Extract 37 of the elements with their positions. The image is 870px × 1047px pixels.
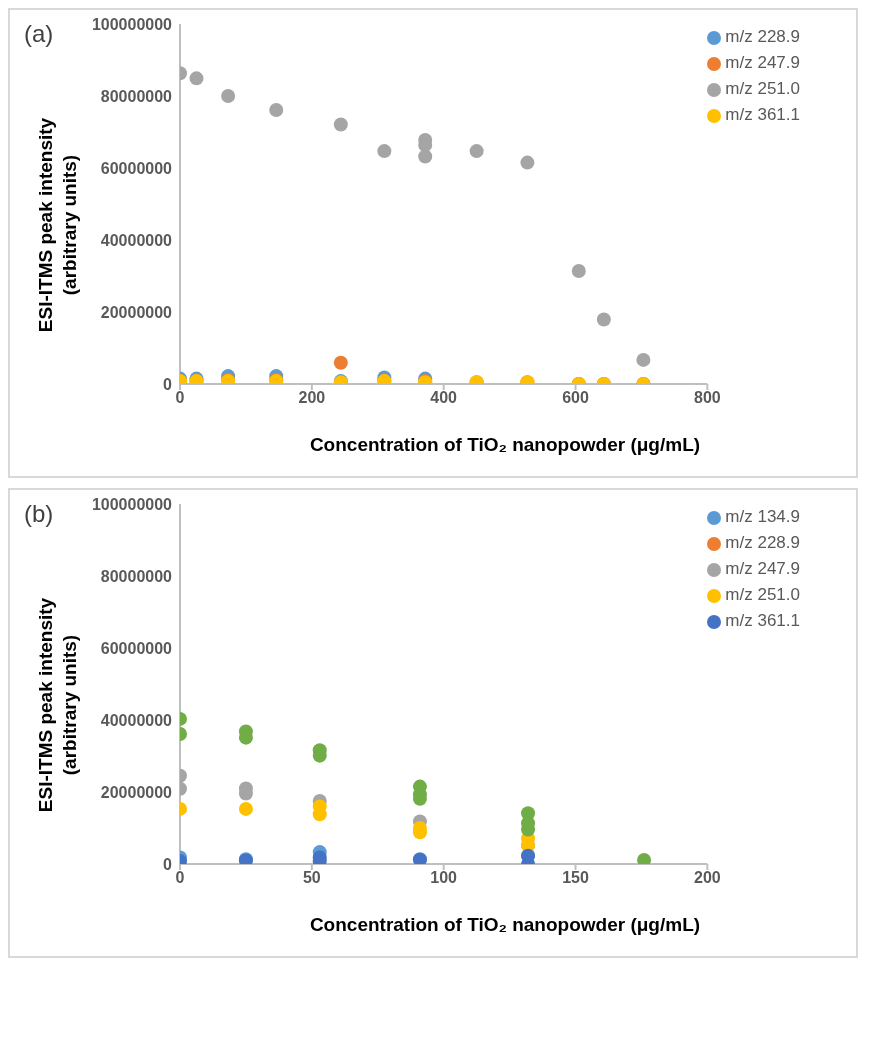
text: (a) — [24, 20, 54, 48]
y-tick-label: 60000000 — [100, 159, 173, 177]
x-tick-label: 200 — [693, 869, 721, 887]
y-tick-label: 80000000 — [100, 87, 173, 105]
x-tick-label: 0 — [175, 869, 185, 887]
y-axis-title: ESI-ITMS peak intensity (arbitrary units) — [34, 116, 81, 335]
legend-label: m/z 251.0 — [725, 585, 800, 604]
legend-label: m/z 228.9 — [725, 533, 800, 552]
legend-label: m/z 247.9 — [725, 53, 800, 72]
x-tick-label: 100 — [430, 869, 458, 887]
y-tick-label: 40000000 — [100, 711, 173, 729]
x-axis-title: Concentration of TiO₂ nanopowder (μg/mL) — [308, 434, 702, 456]
x-tick-label: 0 — [175, 389, 185, 407]
x-tick-label: 800 — [693, 389, 721, 407]
y-tick-label: 80000000 — [100, 567, 173, 585]
text: (b) — [24, 500, 54, 528]
legend-label: m/z 251.0 — [725, 79, 800, 98]
y-tick-label: 20000000 — [100, 783, 173, 801]
y-tick-label: 0 — [163, 855, 173, 873]
x-tick-label: 200 — [298, 389, 326, 407]
y-axis-title: ESI-ITMS peak intensity (arbitrary units) — [34, 596, 81, 815]
x-tick-label: 400 — [430, 389, 458, 407]
legend-label: m/z 247.9 — [725, 559, 800, 578]
legend-label: m/z 361.1 — [725, 105, 800, 124]
legend-label: m/z 361.1 — [725, 611, 800, 630]
legend-label: m/z 134.9 — [725, 507, 800, 526]
y-tick-label: 0 — [163, 375, 173, 393]
x-axis-title: Concentration of TiO₂ nanopowder (μg/mL) — [308, 914, 702, 936]
y-tick-label: 20000000 — [100, 303, 173, 321]
x-tick-label: 150 — [562, 869, 589, 887]
y-tick-label: 60000000 — [100, 639, 173, 657]
y-tick-label: 40000000 — [100, 231, 173, 249]
y-tick-label: 100000000 — [91, 495, 173, 513]
x-tick-label: 50 — [302, 869, 321, 887]
x-tick-label: 600 — [562, 389, 589, 407]
legend-label: m/z 228.9 — [725, 27, 800, 46]
y-tick-label: 100000000 — [91, 15, 173, 33]
